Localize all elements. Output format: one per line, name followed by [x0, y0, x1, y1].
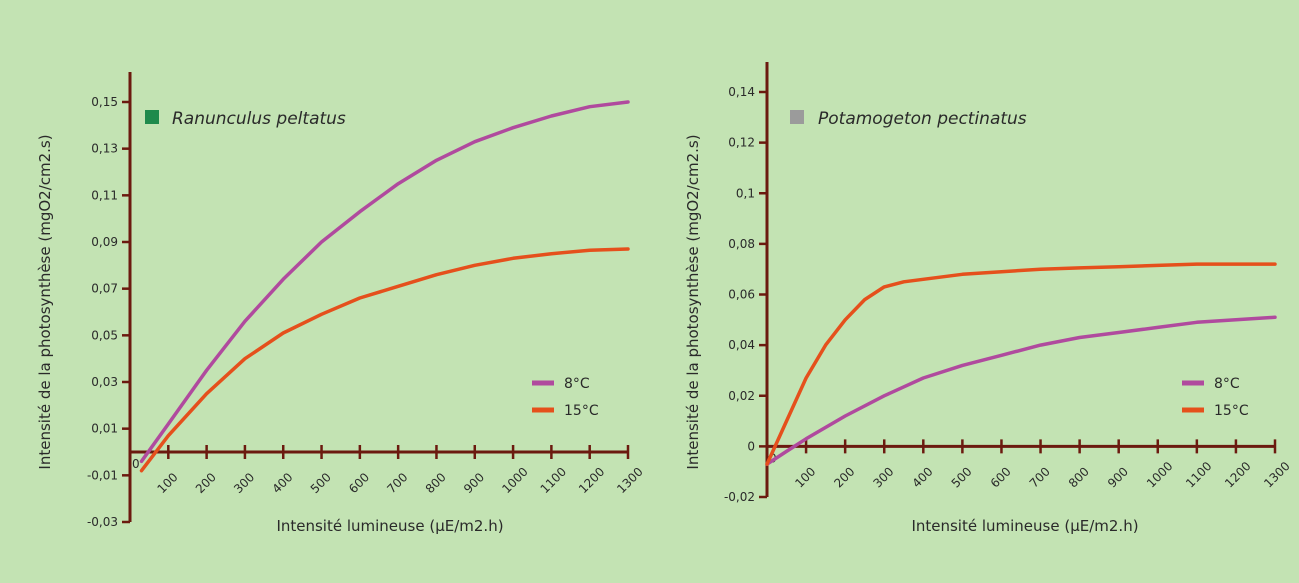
x-tick-label: 1000 — [499, 465, 530, 496]
x-tick-label: 100 — [792, 464, 818, 490]
y-tick-label: 0,09 — [91, 235, 118, 249]
legend-label-15c: 15°C — [1214, 403, 1249, 419]
chart-title: Ranunculus peltatus — [172, 109, 346, 129]
x-tick-label: 500 — [949, 464, 975, 490]
x-tick-label: 800 — [1066, 464, 1092, 490]
y-tick-label: -0,03 — [87, 515, 118, 529]
x-axis-label: Intensité lumineuse (µE/m2.h) — [276, 517, 503, 535]
y-tick-label: 0,11 — [91, 188, 118, 202]
x-tick-label: 1300 — [1261, 459, 1292, 490]
legend: 8°C 15°C — [532, 376, 599, 419]
x-tick-label: 1300 — [614, 465, 645, 496]
x-origin-label: 0 — [132, 457, 140, 471]
y-tick-label: 0,04 — [728, 338, 755, 352]
legend-label-15c: 15°C — [564, 403, 599, 419]
x-tick-label: 100 — [155, 470, 181, 496]
x-tick-label: 700 — [1027, 464, 1053, 490]
legend: 8°C 15°C — [1182, 376, 1249, 419]
title-marker-grey — [790, 110, 804, 124]
y-tick-label: 0,07 — [91, 282, 118, 296]
x-tick-label: 900 — [461, 470, 487, 496]
y-tick-label: -0,01 — [87, 468, 118, 482]
y-tick-label: -0,02 — [724, 490, 755, 504]
x-tick-label: 200 — [193, 470, 219, 496]
x-tick-label: 300 — [231, 470, 257, 496]
x-tick-label: 1200 — [576, 465, 607, 496]
series-line-15c — [765, 262, 1277, 466]
y-tick-label: 0,01 — [91, 422, 118, 436]
y-tick-label: 0,1 — [736, 186, 755, 200]
legend-label-8c: 8°C — [564, 376, 590, 392]
x-tick-label: 800 — [423, 470, 449, 496]
chart-title: Potamogeton pectinatus — [818, 109, 1027, 129]
x-tick-label: 500 — [308, 470, 334, 496]
y-axis-label: Intensité de la photosynthèse (mgO2/cm2.… — [684, 134, 702, 469]
x-tick-label: 600 — [346, 470, 372, 496]
y-tick-label: 0,13 — [91, 142, 118, 156]
y-tick-label: 0,12 — [728, 136, 755, 150]
chart-potamogeton: Intensité de la photosynthèse (mgO2/cm2.… — [684, 62, 1293, 535]
legend-label-8c: 8°C — [1214, 376, 1240, 392]
x-tick-label: 400 — [269, 470, 295, 496]
x-tick-label: 600 — [988, 464, 1014, 490]
series-line-15c — [139, 247, 630, 473]
y-tick-label: 0,15 — [91, 95, 118, 109]
x-tick-label: 1100 — [1183, 459, 1214, 490]
x-tick-label: 400 — [910, 464, 936, 490]
series-line-8c — [765, 315, 1277, 466]
y-tick-label: 0,05 — [91, 328, 118, 342]
x-tick-label: 300 — [870, 464, 896, 490]
y-tick-label: 0,08 — [728, 237, 755, 251]
chart-ranunculus: Intensité de la photosynthèse (mgO2/cm2.… — [36, 72, 646, 535]
x-tick-label: 900 — [1105, 464, 1131, 490]
x-tick-label: 200 — [831, 464, 857, 490]
y-tick-label: 0 — [747, 439, 755, 453]
y-tick-label: 0,02 — [728, 389, 755, 403]
y-tick-label: 0,06 — [728, 288, 755, 302]
title-marker-green — [145, 110, 159, 124]
x-tick-label: 1000 — [1144, 459, 1175, 490]
series-line-8c — [139, 100, 630, 464]
x-tick-label: 1100 — [538, 465, 569, 496]
x-tick-label: 1200 — [1222, 459, 1253, 490]
y-axis-label: Intensité de la photosynthèse (mgO2/cm2.… — [36, 134, 54, 469]
y-tick-label: 0,14 — [728, 85, 755, 99]
x-axis-label: Intensité lumineuse (µE/m2.h) — [911, 517, 1138, 535]
y-tick-label: 0,03 — [91, 375, 118, 389]
x-tick-label: 700 — [384, 470, 410, 496]
